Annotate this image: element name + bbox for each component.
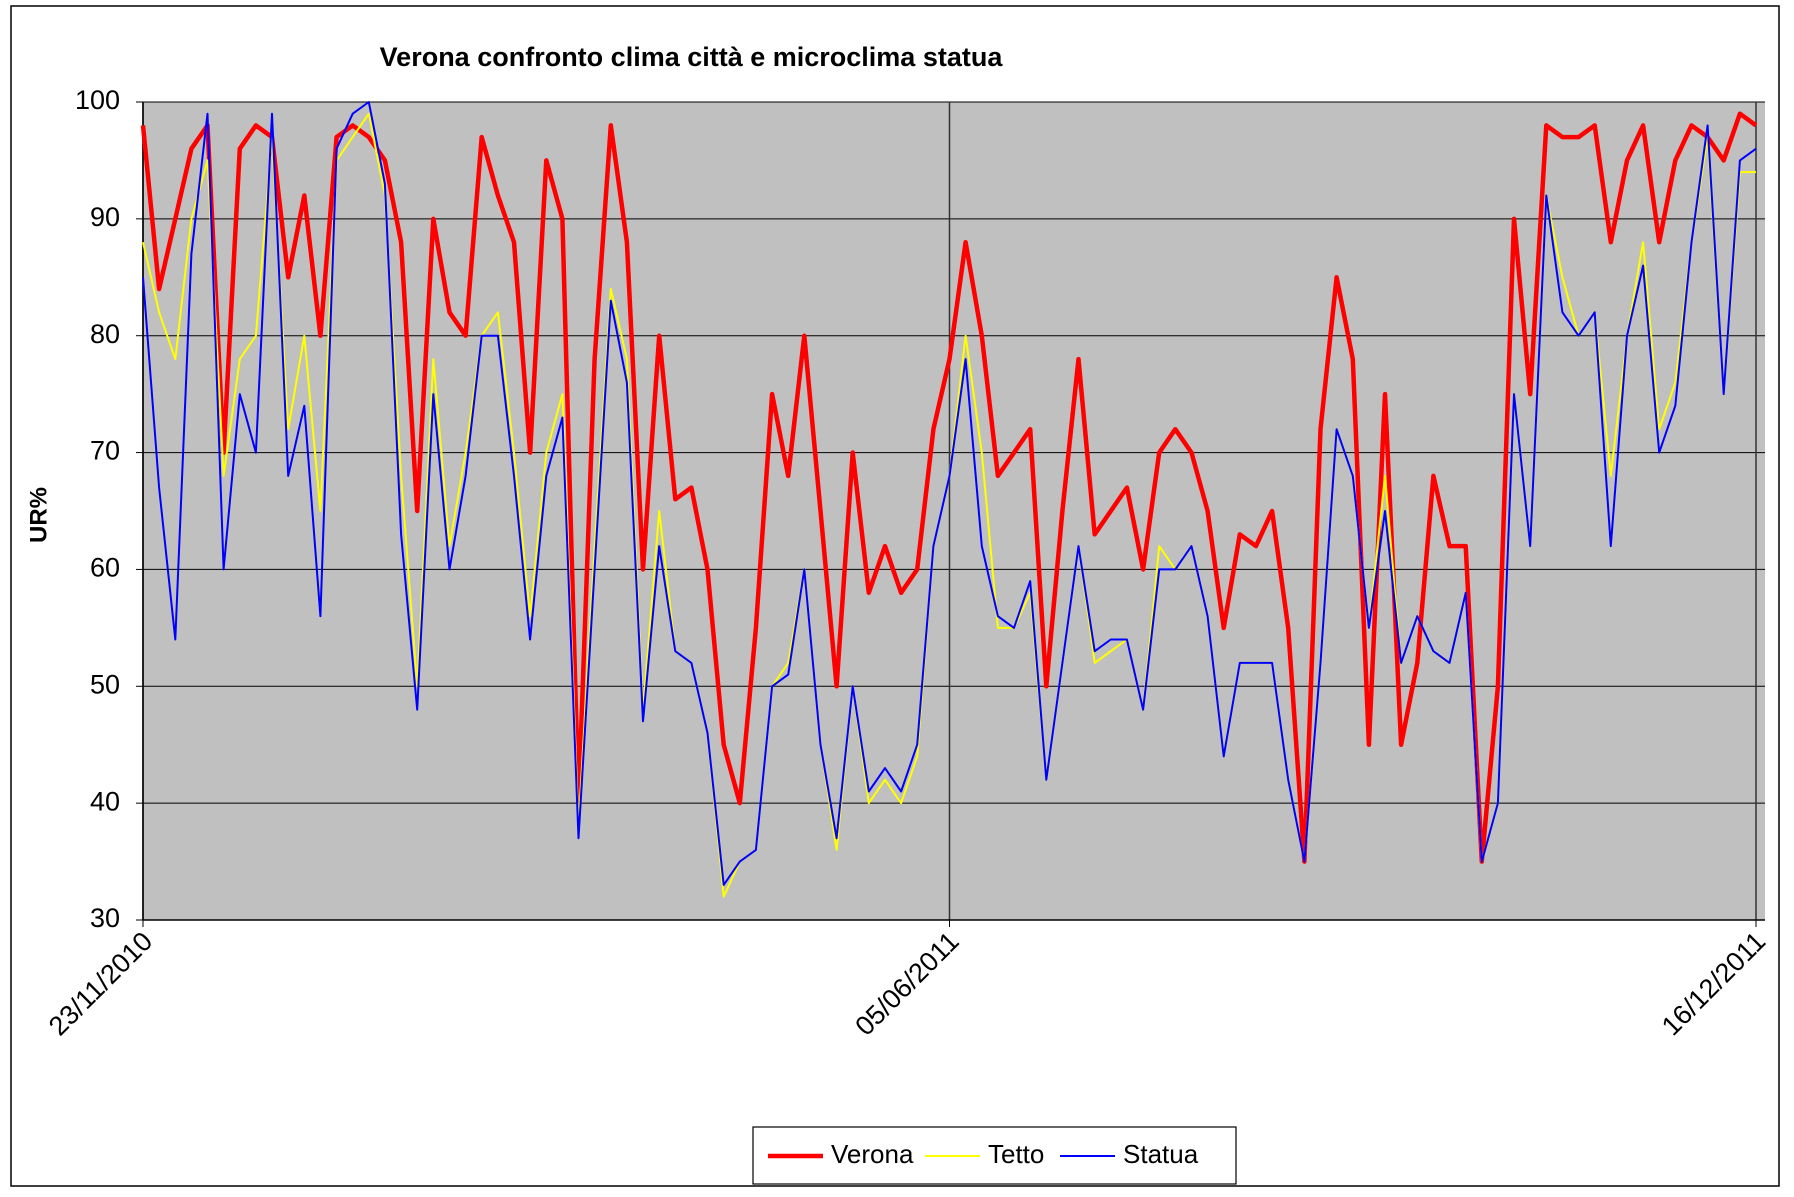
legend-label: Statua <box>1123 1139 1199 1169</box>
y-tick-label: 90 <box>90 202 120 232</box>
y-axis-title: UR% <box>25 487 52 543</box>
chart-title: Verona confronto clima città e microclim… <box>380 42 1004 72</box>
series-line <box>142 101 1757 886</box>
series-line <box>140 111 1758 864</box>
y-tick-label: 60 <box>90 553 120 583</box>
y-tick-label: 100 <box>75 85 120 115</box>
y-tick-label: 40 <box>90 786 120 816</box>
y-tick-label: 30 <box>90 903 120 933</box>
y-tick-label: 50 <box>90 669 120 699</box>
y-tick-label: 80 <box>90 319 120 349</box>
plot-area <box>143 102 1765 920</box>
legend <box>752 1126 1237 1185</box>
legend-label: Verona <box>831 1139 914 1169</box>
y-tick-label: 70 <box>90 436 120 466</box>
legend-label: Tetto <box>988 1139 1044 1169</box>
